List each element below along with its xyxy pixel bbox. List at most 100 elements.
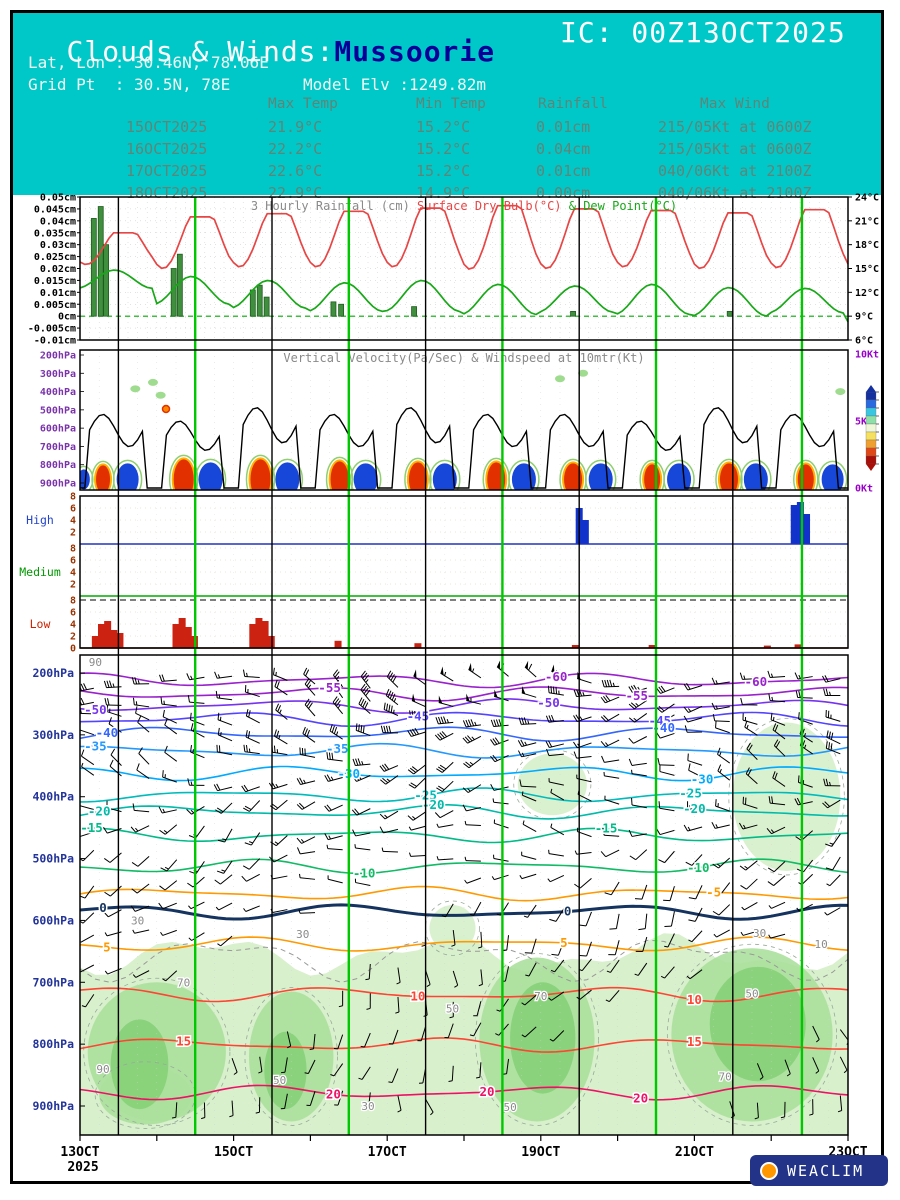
svg-text:-25: -25 — [679, 785, 702, 800]
svg-text:30: 30 — [131, 914, 144, 927]
initial-condition-label: IC: 00Z13OCT2025 — [560, 16, 846, 49]
svg-text:30: 30 — [753, 927, 766, 940]
svg-text:2: 2 — [70, 580, 76, 591]
svg-text:24°C: 24°C — [855, 193, 879, 204]
svg-text:-20: -20 — [683, 801, 706, 816]
svg-text:3 Hourly Rainfall (cm) Surfac: 3 Hourly Rainfall (cm) Surface Dry Bulb(… — [251, 199, 677, 213]
svg-text:20: 20 — [480, 1084, 495, 1099]
svg-text:0.05cm: 0.05cm — [40, 193, 76, 204]
svg-text:20: 20 — [633, 1091, 648, 1106]
row-min: 15.2°C — [416, 140, 471, 158]
col-max-temp: Max Temp — [268, 96, 338, 112]
svg-text:4: 4 — [70, 516, 76, 527]
svg-text:19OCT: 19OCT — [521, 1145, 560, 1160]
svg-text:700hPa: 700hPa — [32, 975, 74, 989]
row-date: 16OCT2025 — [126, 140, 208, 158]
svg-text:High: High — [26, 513, 54, 527]
svg-text:0.045cm: 0.045cm — [34, 204, 76, 215]
svg-text:-45: -45 — [649, 713, 672, 728]
svg-text:8: 8 — [70, 544, 76, 555]
svg-text:2025: 2025 — [67, 1160, 98, 1175]
svg-text:8: 8 — [70, 492, 76, 503]
row-max: 21.9°C — [268, 118, 323, 136]
svg-text:70: 70 — [718, 1070, 731, 1083]
svg-text:400hPa: 400hPa — [40, 387, 76, 398]
weaclim-logo-icon — [760, 1161, 778, 1180]
svg-text:-0.01cm: -0.01cm — [34, 336, 76, 347]
svg-text:400hPa: 400hPa — [32, 790, 74, 804]
svg-text:6: 6 — [70, 504, 76, 515]
svg-text:900hPa: 900hPa — [32, 1099, 74, 1113]
svg-text:5: 5 — [560, 935, 568, 950]
svg-text:-60: -60 — [745, 674, 768, 689]
svg-text:200hPa: 200hPa — [32, 666, 74, 680]
svg-text:30: 30 — [296, 928, 309, 941]
svg-text:-0.005cm: -0.005cm — [28, 324, 76, 335]
svg-text:6°C: 6°C — [855, 336, 873, 347]
pressure-axis: 200hPa 300hPa 400hPa 500hPa 600hPa 700hPa 800h… — [32, 666, 85, 1113]
svg-text:0.02cm: 0.02cm — [40, 264, 76, 275]
svg-text:5Kt: 5Kt — [855, 417, 873, 428]
page-title: Clouds & Winds:Mussoorie — [28, 16, 495, 87]
svg-text:700hPa: 700hPa — [40, 442, 76, 453]
svg-text:0: 0 — [70, 644, 76, 655]
row-rain: 0.01cm — [536, 162, 591, 180]
svg-text:Medium: Medium — [19, 565, 61, 579]
svg-text:0.01cm: 0.01cm — [40, 288, 76, 299]
svg-text:-15: -15 — [595, 821, 618, 836]
svg-text:90: 90 — [89, 656, 102, 669]
page-title-city: Mussoorie — [334, 35, 496, 68]
svg-text:9°C: 9°C — [855, 312, 873, 323]
svg-text:200hPa: 200hPa — [40, 351, 76, 362]
svg-text:600hPa: 600hPa — [32, 913, 74, 927]
svg-text:15OCT: 15OCT — [214, 1145, 253, 1160]
svg-text:15°C: 15°C — [855, 264, 879, 275]
svg-text:30: 30 — [361, 1100, 374, 1113]
panel-borders — [79, 196, 849, 1136]
svg-text:0Kt: 0Kt — [855, 484, 873, 495]
svg-text:0.005cm: 0.005cm — [34, 300, 76, 311]
guide-lines — [117, 197, 804, 1135]
svg-text:800hPa: 800hPa — [40, 460, 76, 471]
page-title-prefix: Clouds & Winds: — [66, 35, 335, 68]
svg-text:70: 70 — [534, 990, 547, 1003]
svg-text:-55: -55 — [318, 680, 341, 695]
svg-text:6: 6 — [70, 608, 76, 619]
svg-text:-20: -20 — [88, 804, 111, 819]
svg-text:-60: -60 — [545, 669, 568, 684]
svg-text:17OCT: 17OCT — [368, 1145, 407, 1160]
svg-text:Low: Low — [30, 617, 51, 631]
svg-text:300hPa: 300hPa — [40, 369, 76, 380]
svg-text:Vertical Velocity(Pa/Sec) & Wi: Vertical Velocity(Pa/Sec) & Windspeed at… — [283, 351, 644, 365]
row-rain: 0.04cm — [536, 140, 591, 158]
svg-text:0.015cm: 0.015cm — [34, 276, 76, 287]
svg-text:0.04cm: 0.04cm — [40, 216, 76, 227]
svg-text:-15: -15 — [80, 820, 103, 835]
svg-text:5: 5 — [103, 939, 111, 954]
svg-text:500hPa: 500hPa — [32, 852, 74, 866]
row-date: 15OCT2025 — [126, 118, 208, 136]
row-min: 15.2°C — [416, 162, 471, 180]
svg-text:900hPa: 900hPa — [40, 479, 76, 490]
svg-text:20: 20 — [326, 1086, 341, 1101]
svg-text:6: 6 — [70, 556, 76, 567]
svg-text:-50: -50 — [537, 695, 560, 710]
svg-text:0: 0 — [564, 904, 572, 919]
svg-text:4: 4 — [70, 568, 76, 579]
svg-text:-20: -20 — [422, 797, 445, 812]
svg-text:-35: -35 — [326, 741, 349, 756]
svg-text:0.035cm: 0.035cm — [34, 228, 76, 239]
row-wind: 215/05Kt at 0600Z — [658, 140, 812, 158]
svg-text:21°C: 21°C — [855, 216, 879, 227]
svg-text:50: 50 — [273, 1074, 286, 1087]
row-wind: 215/05Kt at 0600Z — [658, 118, 812, 136]
svg-text:0cm: 0cm — [58, 312, 76, 323]
svg-text:-30: -30 — [691, 772, 714, 787]
svg-text:-40: -40 — [652, 720, 675, 735]
page-border — [10, 10, 884, 1184]
svg-text:-50: -50 — [84, 702, 107, 717]
row-date: 17OCT2025 — [126, 162, 208, 180]
